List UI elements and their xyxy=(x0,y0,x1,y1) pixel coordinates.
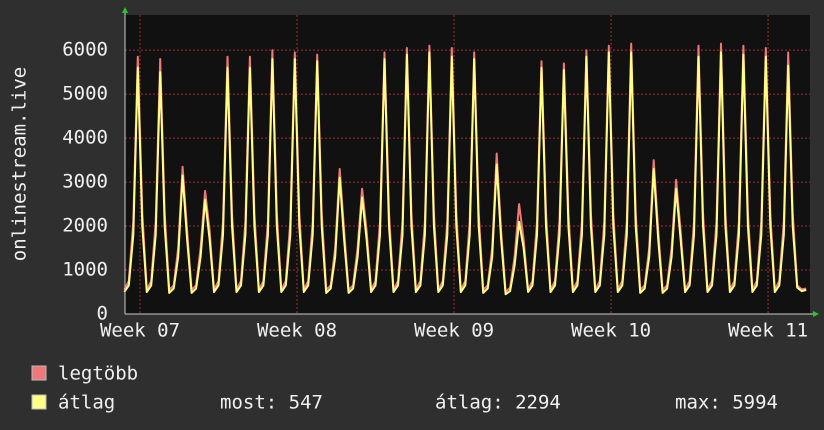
y-axis-label: onlinestream.live xyxy=(9,67,31,261)
stat: max: 5994 xyxy=(675,392,778,414)
y-tick-label: 2000 xyxy=(62,215,108,237)
y-tick-label: 4000 xyxy=(62,127,108,149)
x-tick-label: Week 08 xyxy=(257,320,337,342)
legend-swatch xyxy=(31,365,47,381)
axis-arrow xyxy=(813,311,819,317)
x-tick-label: Week 11 xyxy=(728,320,808,342)
y-tick-label: 6000 xyxy=(62,39,108,61)
y-tick-label: 5000 xyxy=(62,83,108,105)
stat: átlag: 2294 xyxy=(435,392,561,414)
x-tick-label: Week 10 xyxy=(571,320,651,342)
axis-arrow xyxy=(122,7,128,13)
legend-label: legtöbb xyxy=(58,363,138,385)
legend-label: átlag xyxy=(58,392,115,414)
y-tick-label: 0 xyxy=(97,303,108,325)
x-tick-label: Week 09 xyxy=(414,320,494,342)
stat: most: 547 xyxy=(220,392,323,414)
y-tick-label: 1000 xyxy=(62,259,108,281)
x-tick-label: Week 07 xyxy=(100,320,180,342)
series-line xyxy=(123,51,807,296)
y-tick-label: 3000 xyxy=(62,171,108,193)
legend-swatch xyxy=(31,394,47,410)
